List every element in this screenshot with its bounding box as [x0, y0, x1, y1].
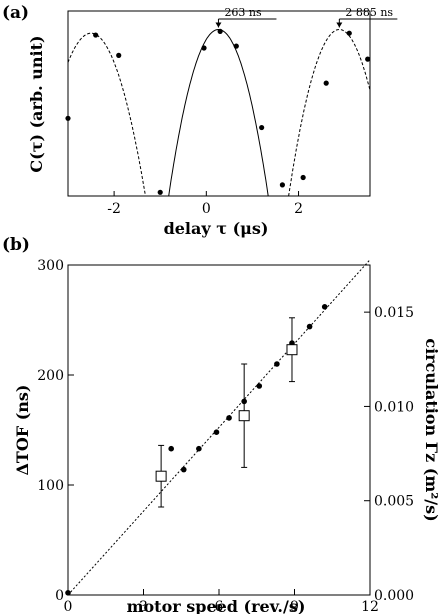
x-tick-label: 3 [139, 599, 148, 614]
data-point [321, 304, 328, 310]
x-tick-label: -2 [107, 201, 121, 217]
fit-curve-1 [168, 28, 269, 197]
x-tick-label: 12 [361, 599, 379, 614]
data-point [346, 30, 352, 36]
panel-a-fit-curves [67, 28, 371, 197]
data-point [300, 174, 306, 181]
x-tick-label: 6 [215, 599, 224, 614]
data-point [256, 383, 263, 389]
data-point [157, 189, 163, 195]
panel-b-fit-line [67, 259, 371, 596]
fit-line [67, 259, 371, 596]
panel-a: (a) -2 0 2 263 ns 2 885 ns delay τ (μs) C(τ… [2, 3, 398, 238]
data-point [196, 445, 202, 452]
right-y-tick-label: 0.005 [374, 494, 414, 510]
right-y-tick-label: 0.000 [374, 588, 414, 604]
panel-a-x-axis-label: delay τ (μs) [164, 219, 269, 238]
panel-a-x-ticks: -2 0 2 [107, 191, 303, 217]
panel-a-frame [67, 10, 371, 197]
panel-b-right-y-ticks: 0.000 0.005 0.010 0.015 [364, 305, 414, 604]
panel-a-y-axis-label: C(τ) (arb. unit) [27, 35, 46, 172]
annotation-arrow-head [336, 22, 343, 28]
x-tick-label: 0 [64, 599, 73, 614]
data-point [180, 466, 187, 473]
fit-curve-0 [67, 32, 146, 197]
data-point [93, 32, 99, 38]
x-tick-label: 9 [290, 599, 299, 614]
panel-a-data-points [65, 28, 371, 195]
right-y-tick-label: 0.015 [374, 305, 414, 321]
data-point [279, 182, 285, 188]
data-point [217, 28, 223, 34]
data-point [213, 429, 220, 436]
y-tick-label: 0 [55, 588, 64, 604]
annotation-label: 263 ns [224, 6, 262, 19]
data-point [241, 398, 247, 405]
data-point [226, 415, 232, 421]
panel-b-x-axis-label: motor speed (rev./s) [127, 597, 306, 614]
data-point [365, 56, 371, 62]
panel-b-label: (b) [2, 235, 30, 255]
panel-a-annotations: 263 ns 2 885 ns [215, 6, 398, 28]
annotation-label: 2 885 ns [345, 6, 393, 19]
panel-a-label: (a) [2, 3, 29, 23]
panel-b-data-points [65, 304, 328, 596]
data-point [116, 52, 122, 59]
data-point [259, 124, 265, 131]
panel-b-y-ticks: 0 100 200 300 [37, 258, 74, 604]
fit-curve-2 [288, 28, 371, 197]
y-tick-label: 300 [37, 258, 64, 274]
panel-b-right-y-axis-label: circulation Γz (m²/s) [422, 338, 441, 521]
panel-b-frame [67, 264, 371, 596]
x-tick-label: 0 [202, 201, 211, 217]
square-data-point [238, 410, 250, 422]
data-point [65, 115, 71, 121]
y-tick-label: 100 [37, 478, 64, 494]
data-point [323, 80, 329, 86]
annotation-arrow-head [215, 22, 222, 28]
x-tick-label: 2 [294, 201, 303, 217]
data-point [274, 361, 280, 367]
data-point [306, 323, 313, 330]
square-data-point [286, 344, 298, 356]
panel-b-x-ticks: 0 3 6 9 12 [64, 589, 379, 614]
panel-b-y-axis-label: ΔTOF (ns) [13, 385, 32, 476]
square-data-point [155, 470, 167, 482]
data-point [233, 43, 239, 49]
y-tick-label: 200 [37, 368, 64, 384]
data-point [201, 45, 207, 51]
right-y-tick-label: 0.010 [374, 399, 414, 415]
data-point [168, 445, 174, 452]
panel-b-error-bars [158, 317, 295, 508]
